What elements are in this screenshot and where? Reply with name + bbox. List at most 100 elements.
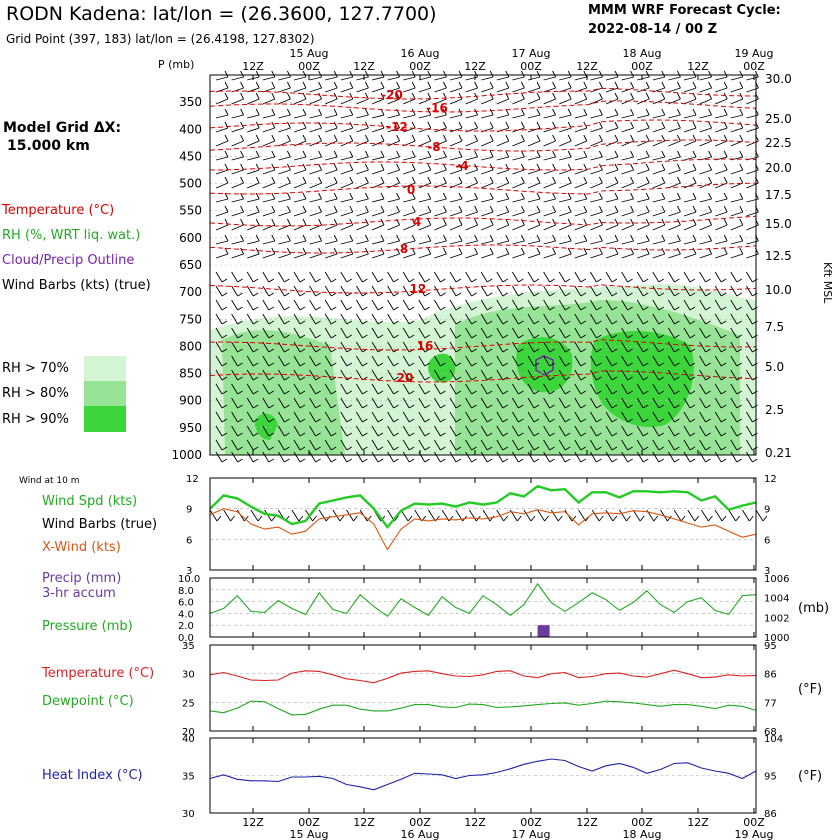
wind-barb [527, 341, 535, 353]
wind-barb-flag [549, 376, 555, 381]
surface-wind-barb-flag [639, 515, 645, 522]
wind-barb [512, 98, 525, 105]
wind-barb [668, 211, 681, 217]
wind-barb-flag [676, 70, 681, 78]
wind-barb-flag [284, 404, 290, 409]
wind-barb-flag [674, 390, 680, 395]
wind-barb [683, 425, 691, 437]
wind-barb [715, 140, 728, 147]
wind-barb-flag [549, 306, 555, 311]
wind-barb-flag [380, 150, 385, 158]
wind-barb-flag [692, 218, 697, 226]
wind-barb [465, 76, 478, 81]
wind-barb [340, 313, 348, 325]
wind-barb [636, 313, 644, 325]
wind-barb [730, 169, 743, 175]
wind-barb [746, 169, 759, 175]
wind-barb [356, 327, 363, 339]
wind-barb-flag [330, 362, 337, 367]
wind-barb [652, 211, 665, 217]
wind-barb [730, 98, 743, 105]
wind-barb [683, 383, 691, 395]
precip-tick-label: 6.0 [178, 598, 194, 609]
wind-barb [309, 439, 316, 451]
wind-barb-flag [536, 176, 541, 184]
wind-barb-flag [333, 234, 338, 242]
wind-barb-flag [689, 362, 696, 367]
panel-frame [209, 644, 757, 732]
wind-barb-flag [739, 192, 744, 200]
wind-barb-flag [552, 81, 557, 89]
wind-barb [496, 211, 509, 217]
wind-barb-flag [489, 81, 494, 89]
time-label-top: 12Z [464, 60, 486, 73]
wind-barb-flag [271, 121, 276, 129]
wind-barb [621, 451, 628, 463]
wind-barb [340, 451, 348, 463]
wind-barb [652, 355, 660, 367]
wind-barb [418, 341, 426, 353]
wind-barb-flag [752, 348, 758, 353]
wind-barb-flag [237, 404, 243, 409]
wind-barb [746, 411, 753, 423]
wind-barb [496, 127, 509, 133]
wind-barb-flag [299, 458, 306, 463]
wind-barb-flag [630, 108, 635, 116]
rh-region-5 [428, 353, 456, 383]
wind-barb [668, 285, 675, 297]
wind-barb-flag [424, 390, 431, 395]
wind-barb-flag [346, 348, 353, 353]
wind-barb-flag [396, 92, 401, 100]
wind-barb-flag [349, 150, 354, 158]
wind-barb-flag [645, 81, 650, 89]
wind-barb-flag [442, 176, 447, 184]
wind-barb [278, 299, 285, 311]
wind-barb-flag [720, 418, 727, 423]
date-label-top: 15 Aug [290, 47, 329, 60]
wind-barb-flag [596, 404, 602, 409]
wind-barb-flag [237, 418, 243, 423]
wind-barb-flag [408, 446, 415, 451]
wind-barb [746, 271, 753, 283]
wind-barb [465, 169, 478, 175]
precip-tick-label: 2.0 [178, 621, 194, 632]
wind-barb-flag [580, 348, 587, 353]
wind-barb-flag [440, 278, 446, 283]
wind-barb [278, 425, 285, 437]
wind-barb [231, 127, 244, 133]
wind-barb [434, 127, 447, 133]
wind-barb-flag [474, 121, 479, 129]
wind-barb-flag [377, 458, 384, 463]
wind-barb-flag [658, 306, 665, 311]
wind-barb [215, 240, 229, 245]
wind-barb-flag [658, 404, 665, 409]
wind-barb-flag [346, 292, 353, 297]
wind-barb [371, 355, 379, 367]
wind-barb-flag [302, 205, 307, 213]
wind-barb-flag [284, 320, 290, 325]
wind-barb [247, 169, 260, 175]
wind-barb-flag [284, 306, 290, 311]
wind-barb [652, 341, 660, 353]
wind-barb [278, 439, 285, 451]
wind-barb [403, 114, 416, 119]
wind-barb-flag [676, 134, 681, 142]
wind-barb [418, 383, 426, 395]
wind-barb [278, 127, 291, 133]
wind-barb-flag [346, 320, 353, 325]
wind-barb-flag [458, 92, 463, 100]
wind-barb-flag [661, 92, 666, 100]
wind-barb [590, 87, 603, 93]
wind-barb [324, 451, 332, 463]
wind-barb-flag [486, 390, 493, 395]
wind-barb [683, 397, 691, 409]
wind-barb [403, 87, 416, 93]
wind-barb [605, 341, 613, 353]
wind-barb-flag [486, 404, 493, 409]
wind-barb-flag [723, 218, 728, 226]
wind-barb [699, 98, 712, 105]
wind-barb-flag [411, 81, 416, 89]
wind-barb-flag [349, 92, 354, 100]
wind-barb [590, 285, 597, 297]
wind-barb-flag [614, 192, 619, 200]
